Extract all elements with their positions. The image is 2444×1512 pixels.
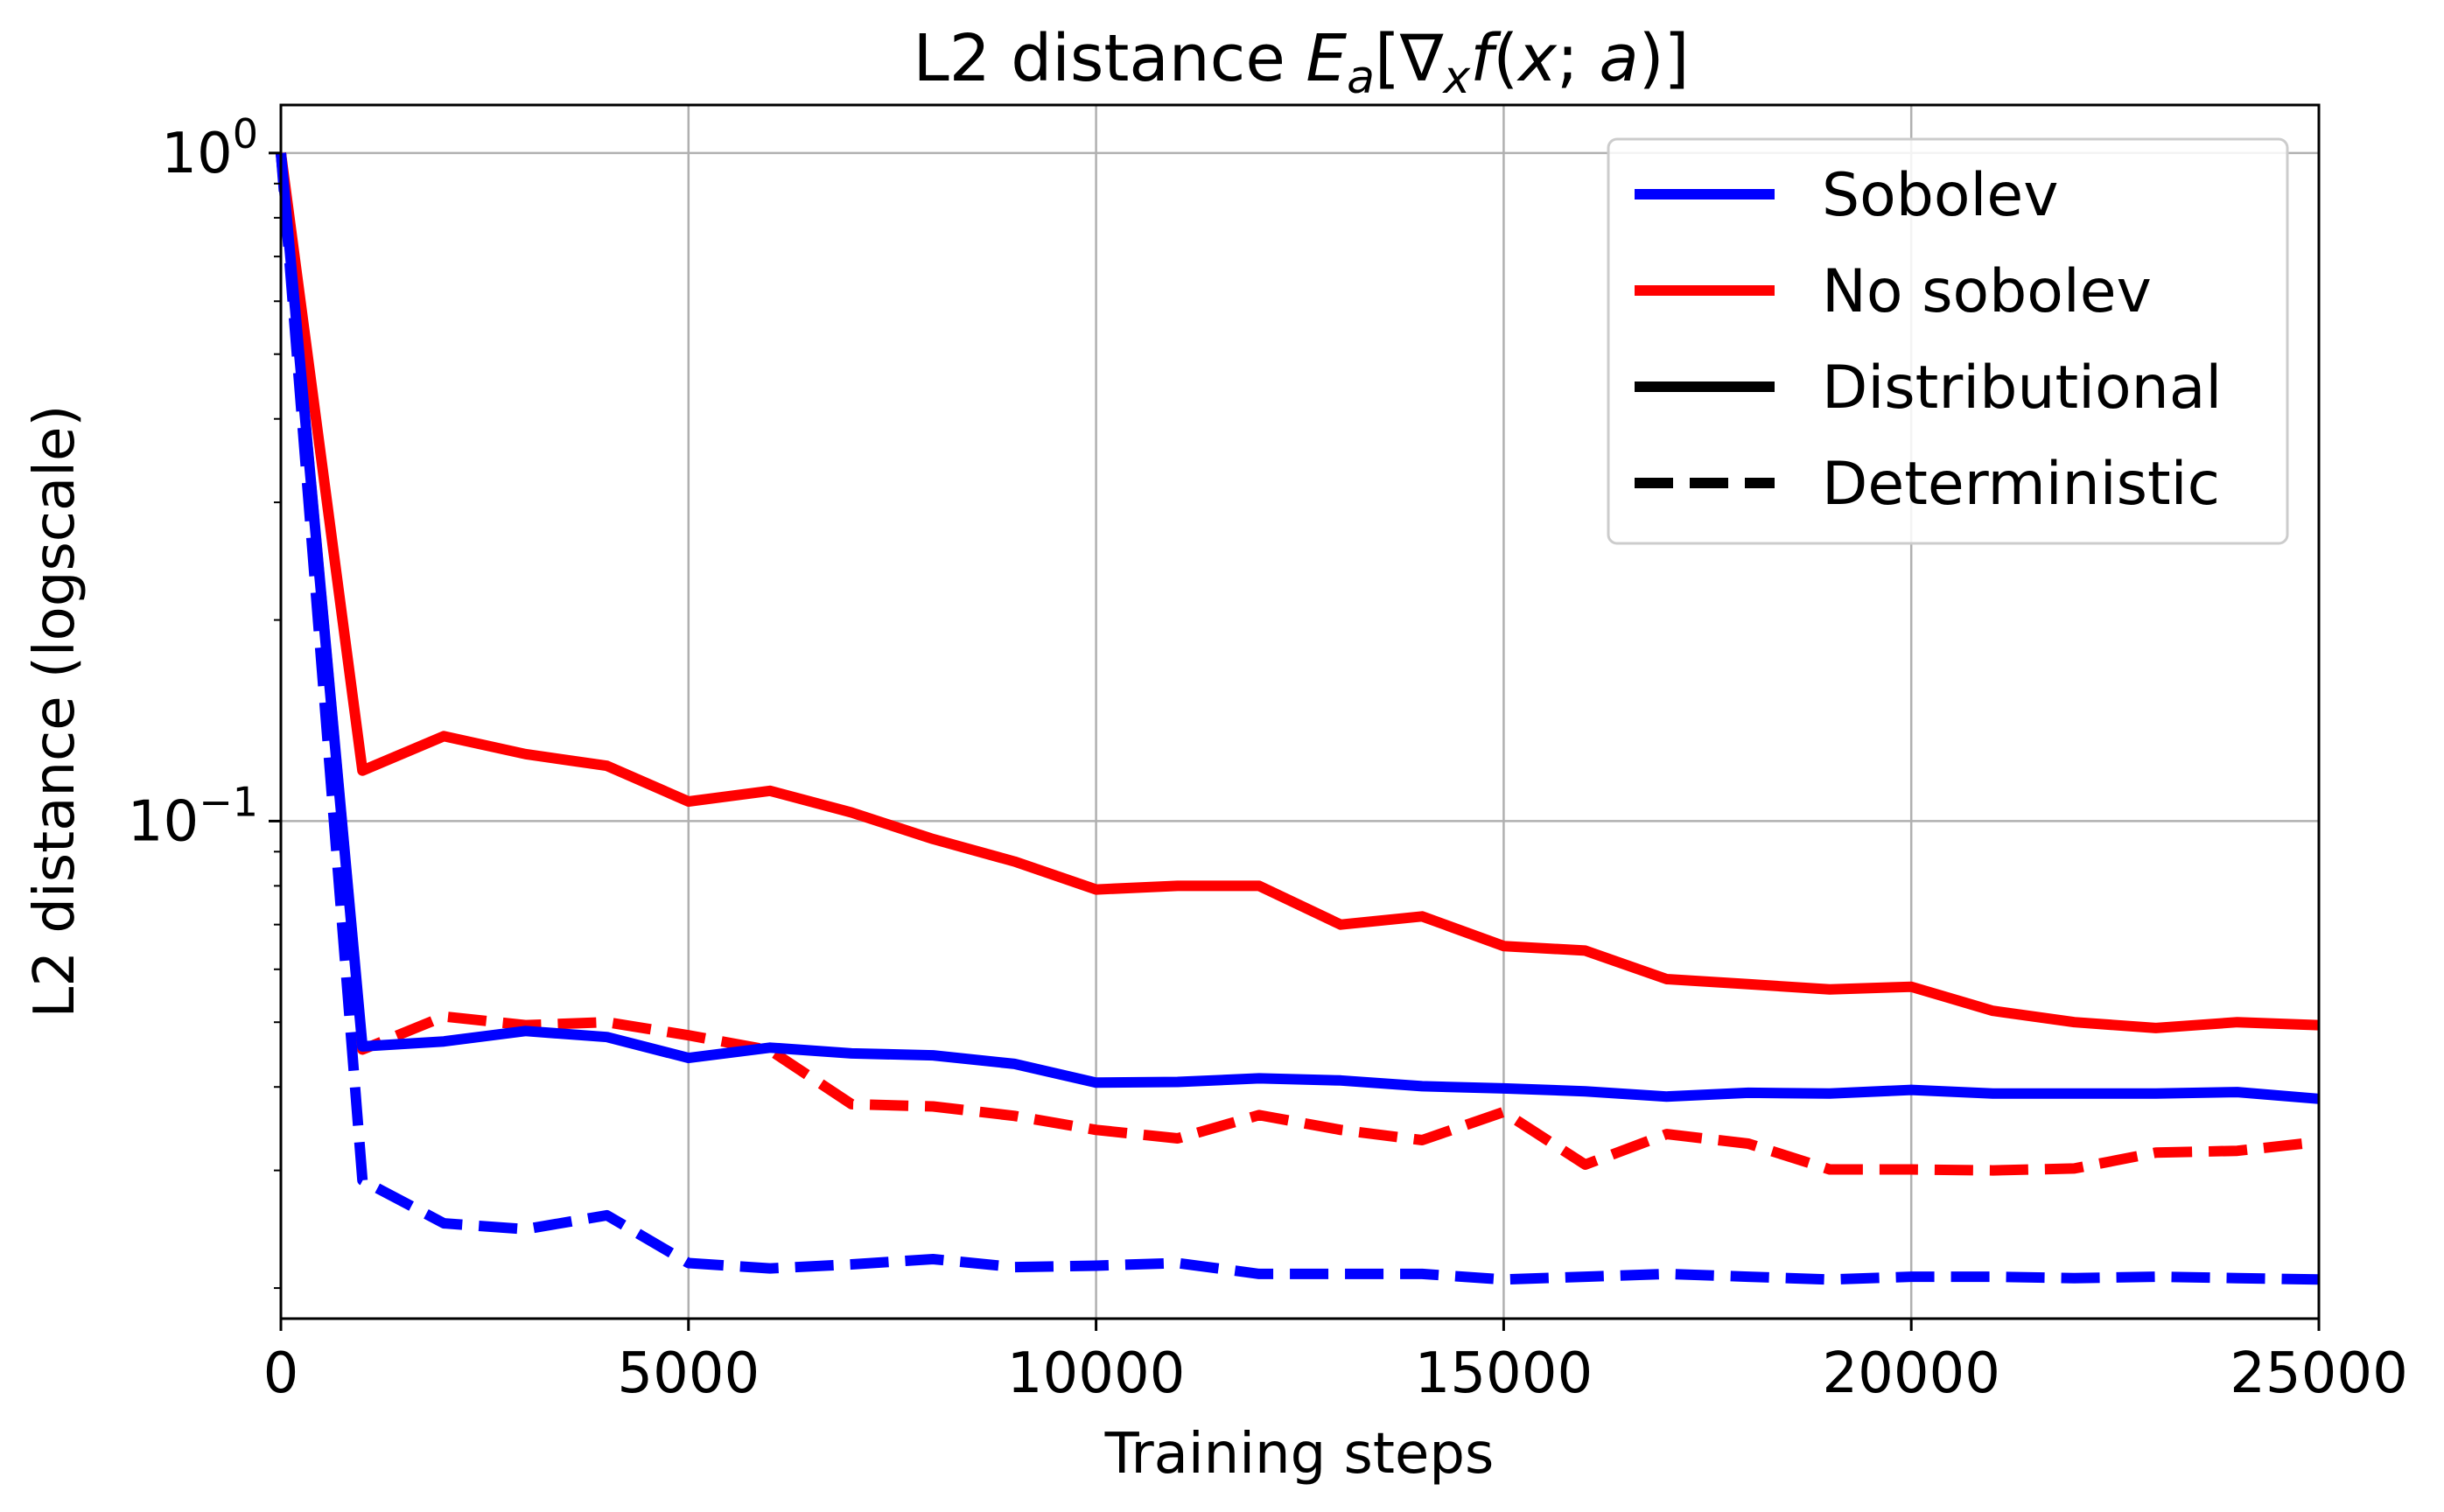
- x-tick-label: 15000: [1415, 1341, 1593, 1406]
- series-line-no-sobolev-deterministic: [276, 152, 2320, 1176]
- axes-frame: [279, 103, 2321, 1320]
- legend: Sobolev No sobolev Distributional Determini…: [1607, 137, 2289, 545]
- chart-title: L2 distance Ea[∇xf(x; a)]: [913, 21, 1689, 104]
- ticks: 0 5000 10000 15000 20000 25000 100 10−1: [128, 110, 2408, 1406]
- legend-label: Deterministic: [1822, 450, 2220, 519]
- x-tick-label: 25000: [2230, 1341, 2408, 1406]
- y-axis-label: L2 distance (logscale): [23, 405, 88, 1018]
- legend-label: Sobolev: [1822, 161, 2059, 230]
- x-tick-label: 10000: [1007, 1341, 1186, 1406]
- legend-label: Distributional: [1822, 354, 2222, 423]
- y-tick-label: 100: [161, 110, 258, 186]
- series-group: [276, 152, 2320, 1285]
- legend-box: [1607, 137, 2289, 545]
- series-line-no-sobolev-distributional: [276, 152, 2320, 1033]
- x-axis-label: Training steps: [1104, 1422, 1495, 1487]
- y-tick-label: 10−1: [128, 778, 258, 854]
- x-tick-label: 20000: [1822, 1341, 2000, 1406]
- series-line-sobolev-deterministic: [276, 152, 2320, 1285]
- x-tick-label: 5000: [617, 1341, 760, 1406]
- series-line-sobolev-distributional: [276, 152, 2320, 1104]
- legend-label: No sobolev: [1822, 257, 2152, 326]
- x-tick-label: 0: [263, 1341, 299, 1406]
